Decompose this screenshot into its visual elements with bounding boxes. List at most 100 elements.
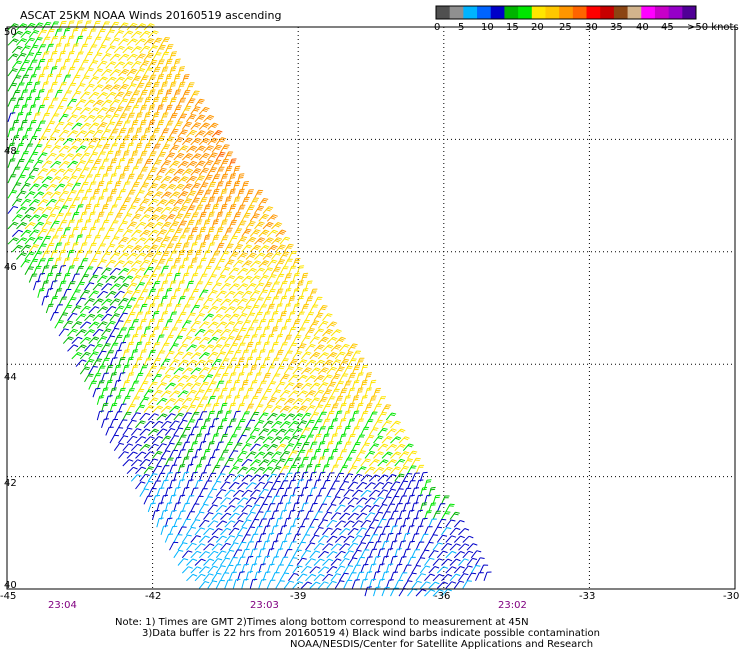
wind-barb (330, 403, 339, 413)
wind-barb (368, 474, 380, 482)
wind-barb (109, 220, 119, 230)
wind-barb (398, 465, 409, 474)
wind-barb (275, 473, 285, 482)
wind-barb (24, 52, 35, 61)
wind-barb (241, 379, 249, 390)
wind-barb (71, 352, 83, 360)
wind-barb (245, 283, 257, 291)
wind-barb (347, 449, 357, 459)
wind-barb (271, 237, 283, 245)
wind-barb (313, 374, 325, 383)
wind-barb (177, 343, 189, 352)
wind-barb (147, 488, 157, 497)
wind-barb (215, 457, 225, 467)
wind-barb (249, 533, 259, 543)
wind-barb (203, 114, 215, 123)
wind-barb (300, 272, 309, 283)
wind-barb (130, 428, 142, 436)
wind-barb (20, 74, 29, 84)
wind-barb (377, 474, 389, 482)
wind-barb (377, 533, 386, 543)
wind-barb (160, 525, 169, 536)
wind-barb (156, 59, 165, 69)
wind-barb (339, 373, 349, 383)
wind-barb (96, 92, 108, 100)
wind-barb (266, 214, 278, 222)
wind-barb (445, 566, 457, 574)
map-title: ASCAT 25KM NOAA Winds 20160519 ascending (20, 9, 282, 22)
wind-barb (84, 298, 95, 306)
wind-barb (432, 558, 444, 566)
wind-barb (245, 297, 257, 306)
wind-barb (207, 305, 219, 314)
wind-barb (232, 442, 243, 451)
wind-barb (190, 106, 201, 115)
wind-barb (28, 183, 40, 192)
wind-barb (228, 466, 240, 475)
wind-barb (169, 525, 178, 536)
wind-barb (79, 182, 89, 191)
wind-barb (198, 352, 210, 360)
wind-barb (58, 205, 69, 214)
wind-barb (266, 259, 278, 268)
wind-barb (364, 556, 373, 566)
wind-barb (181, 441, 191, 451)
wind-barb (143, 222, 155, 230)
wind-barb (249, 275, 261, 283)
wind-barb (258, 213, 269, 222)
wind-barb (135, 252, 147, 260)
wind-barb (105, 106, 116, 115)
wind-barb (262, 267, 274, 276)
wind-barb (207, 351, 219, 360)
wind-barb (92, 298, 104, 306)
wind-barb (96, 306, 108, 314)
wind-barb (169, 359, 180, 367)
map-frame (6, 26, 736, 590)
wind-barb (33, 191, 45, 199)
wind-barb (415, 589, 427, 597)
wind-barb (105, 29, 115, 38)
wind-barb (173, 534, 183, 543)
wind-barb (407, 450, 418, 459)
wind-barb (466, 557, 478, 566)
wind-barb (249, 319, 259, 329)
wind-barb (322, 495, 332, 505)
lat-lon-grid (7, 27, 735, 589)
wind-barb (101, 84, 113, 92)
wind-barb (194, 374, 206, 383)
wind-barb (92, 266, 103, 276)
wind-barb (160, 175, 172, 184)
wind-barb (198, 503, 209, 513)
wind-barb (368, 534, 378, 543)
wind-barb (275, 381, 286, 390)
wind-barb (394, 428, 406, 436)
wind-barb (54, 304, 63, 314)
wind-barb (96, 321, 108, 329)
wind-barb (283, 549, 293, 558)
wind-barb (147, 397, 159, 406)
wind-barb (58, 129, 70, 138)
wind-barb (62, 336, 74, 344)
wind-barb (11, 90, 21, 100)
wind-barb (237, 188, 245, 199)
wind-barb (317, 550, 329, 559)
colorbar-bin (654, 6, 670, 19)
wind-barb (292, 335, 302, 344)
wind-barb (275, 458, 286, 467)
wind-barb (190, 137, 202, 146)
wind-barb (436, 534, 448, 543)
wind-barb (33, 236, 44, 245)
wind-barb (152, 436, 164, 444)
wind-barb (254, 205, 265, 214)
wind-barb (79, 258, 89, 268)
wind-barb (173, 73, 181, 84)
wind-barb (113, 320, 124, 329)
wind-barb (368, 459, 380, 467)
wind-barb (113, 196, 122, 207)
wind-barb (475, 557, 485, 566)
wind-barb (96, 136, 107, 146)
wind-barb (224, 321, 236, 329)
wind-barb (237, 482, 249, 490)
wind-barb (317, 535, 329, 543)
wind-barb (347, 372, 356, 383)
